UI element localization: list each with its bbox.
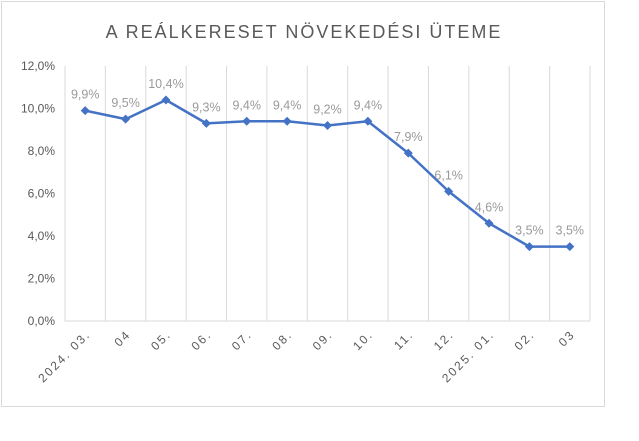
x-tick-label: 02. bbox=[512, 327, 538, 353]
x-tick-label: 10. bbox=[350, 327, 376, 353]
x-tick-label: 2024. 03. bbox=[35, 327, 93, 385]
data-label: 9,4% bbox=[273, 98, 302, 112]
data-label: 9,4% bbox=[354, 98, 383, 112]
x-tick-label: 05. bbox=[148, 327, 174, 353]
x-tick-label: 06. bbox=[189, 327, 215, 353]
y-tick-label: 8,0% bbox=[28, 144, 56, 158]
x-tick-label: 08. bbox=[269, 327, 295, 353]
data-point-marker bbox=[201, 118, 211, 128]
y-tick-label: 12,0% bbox=[21, 59, 55, 73]
data-point-marker bbox=[161, 95, 171, 105]
data-point-marker bbox=[363, 116, 373, 126]
y-tick-label: 4,0% bbox=[28, 229, 56, 243]
data-point-marker bbox=[484, 218, 494, 228]
x-tick-label: 12. bbox=[431, 327, 457, 353]
data-label: 9,2% bbox=[313, 103, 342, 117]
chart-title: A REÁLKERESET NÖVEKEDÉSI ÜTEME bbox=[105, 22, 503, 42]
data-label: 10,4% bbox=[148, 77, 183, 91]
data-label: 4,6% bbox=[475, 200, 504, 214]
y-tick-label: 0,0% bbox=[28, 314, 56, 328]
chart-frame: A REÁLKERESET NÖVEKEDÉSI ÜTEME bbox=[1, 1, 605, 407]
data-point-marker bbox=[323, 121, 332, 130]
data-point-marker bbox=[242, 116, 252, 126]
data-label: 6,1% bbox=[434, 168, 463, 182]
y-tick-label: 6,0% bbox=[28, 187, 56, 201]
data-point-marker bbox=[444, 186, 454, 196]
data-point-marker bbox=[565, 242, 575, 252]
data-label: 9,5% bbox=[111, 96, 140, 110]
data-point-marker bbox=[282, 116, 292, 126]
x-tick-label: 09. bbox=[310, 327, 336, 353]
data-label: 9,3% bbox=[192, 100, 221, 114]
data-point-marker bbox=[403, 148, 413, 158]
data-point-marker bbox=[524, 242, 534, 252]
data-point-marker bbox=[80, 106, 90, 116]
data-label: 3,5% bbox=[556, 224, 585, 238]
data-point-marker bbox=[121, 114, 131, 124]
x-tick-label: 03 bbox=[556, 327, 578, 349]
x-tick-label: 11. bbox=[391, 327, 416, 352]
y-tick-label: 10,0% bbox=[21, 102, 55, 116]
data-label: 9,4% bbox=[232, 98, 261, 112]
x-tick-label: 07. bbox=[229, 327, 255, 353]
y-tick-label: 2,0% bbox=[28, 272, 56, 286]
x-tick-label: 04 bbox=[112, 327, 134, 349]
data-label: 3,5% bbox=[515, 224, 544, 238]
data-label: 7,9% bbox=[394, 130, 423, 144]
data-label: 9,9% bbox=[71, 88, 100, 102]
